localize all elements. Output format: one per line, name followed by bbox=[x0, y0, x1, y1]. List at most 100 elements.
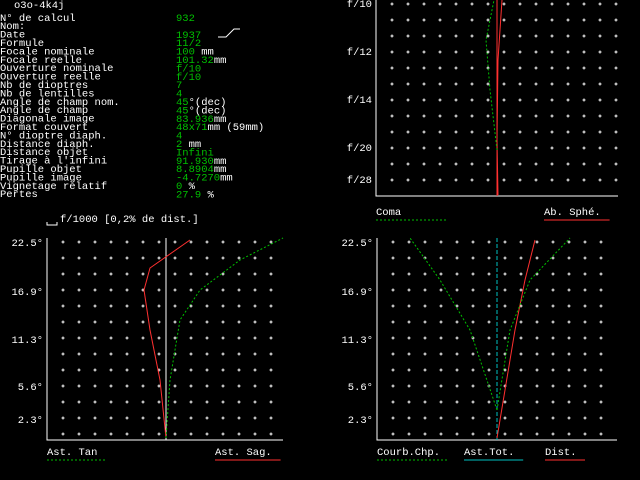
value: -4.7270 bbox=[176, 172, 220, 184]
grid-plus bbox=[390, 50, 394, 54]
unit: mm bbox=[214, 55, 227, 67]
window-title: o3o-4k4j bbox=[14, 0, 64, 12]
grid-plus bbox=[157, 400, 161, 404]
grid-plus bbox=[487, 352, 491, 356]
param-value: 932 bbox=[176, 13, 195, 25]
grid-plus bbox=[519, 352, 523, 356]
grid-plus bbox=[438, 2, 442, 6]
param-label: Focale reelle bbox=[0, 55, 82, 67]
value: 2 bbox=[176, 139, 182, 151]
grid-plus bbox=[518, 2, 522, 6]
grid-plus bbox=[189, 240, 193, 244]
grid-plus bbox=[519, 272, 523, 276]
grid-plus bbox=[534, 66, 538, 70]
grid-plus bbox=[221, 384, 225, 388]
plot-frame bbox=[375, 0, 618, 197]
grid-plus bbox=[439, 432, 443, 436]
grid-plus bbox=[189, 320, 193, 324]
grid-plus bbox=[125, 400, 129, 404]
param-label: Distance objet bbox=[0, 147, 88, 159]
grid-plus bbox=[125, 416, 129, 420]
grid-plus bbox=[390, 114, 394, 118]
value: 48x71 bbox=[176, 122, 208, 134]
grid-plus bbox=[455, 400, 459, 404]
grid-plus bbox=[487, 240, 491, 244]
grid-plus bbox=[77, 288, 81, 292]
grid-plus bbox=[582, 66, 586, 70]
grid-plus bbox=[551, 320, 555, 324]
grid-plus bbox=[237, 432, 241, 436]
unit: % bbox=[201, 189, 214, 201]
grid-plus bbox=[535, 400, 539, 404]
param-value: 83.936mm bbox=[176, 114, 226, 126]
grid-plus bbox=[438, 178, 442, 182]
grid-plus bbox=[487, 256, 491, 260]
grid-plus bbox=[583, 336, 587, 340]
plot-frame bbox=[46, 238, 283, 441]
grid-plus bbox=[221, 352, 225, 356]
spherical-curve bbox=[496, 0, 503, 196]
y-label: f/12 bbox=[347, 47, 372, 59]
param-value: f/10 bbox=[176, 72, 201, 84]
grid-plus bbox=[486, 2, 490, 6]
grid-plus bbox=[566, 146, 570, 150]
plot-frame bbox=[376, 238, 617, 441]
grid-plus bbox=[93, 304, 97, 308]
grid-plus bbox=[61, 400, 65, 404]
grid-plus bbox=[518, 82, 522, 86]
grid-plus bbox=[422, 98, 426, 102]
grid-plus bbox=[407, 304, 411, 308]
grid-plus bbox=[487, 400, 491, 404]
grid-plus bbox=[109, 400, 113, 404]
grid-plus bbox=[567, 384, 571, 388]
field-curve bbox=[409, 237, 498, 411]
param-value: 11/2 bbox=[176, 38, 201, 50]
grid-plus bbox=[237, 416, 241, 420]
grid-plus bbox=[406, 18, 410, 22]
grid-plus bbox=[471, 336, 475, 340]
grid-plus bbox=[503, 416, 507, 420]
grid-plus bbox=[518, 18, 522, 22]
y-label: 11.3° bbox=[341, 335, 373, 347]
grid-plus bbox=[470, 34, 474, 38]
grid-plus bbox=[551, 240, 555, 244]
grid-plus bbox=[205, 416, 209, 420]
y-label: f/10 bbox=[347, 0, 372, 11]
grid-plus bbox=[391, 320, 395, 324]
legend-label: Ast. Tan bbox=[47, 447, 97, 459]
unit: mm bbox=[182, 139, 201, 151]
grid-plus bbox=[614, 130, 618, 134]
grid-plus bbox=[598, 50, 602, 54]
param-label: Nb de dioptres bbox=[0, 80, 88, 92]
grid-plus bbox=[454, 114, 458, 118]
tan-curve bbox=[165, 237, 284, 439]
grid-plus bbox=[109, 384, 113, 388]
grid-plus bbox=[390, 130, 394, 134]
grid-plus bbox=[438, 66, 442, 70]
grid-plus bbox=[551, 416, 555, 420]
grid-plus bbox=[237, 352, 241, 356]
grid-plus bbox=[550, 98, 554, 102]
grid-plus bbox=[566, 130, 570, 134]
grid-plus bbox=[471, 432, 475, 436]
unit: % bbox=[182, 181, 195, 193]
param-label: Nb de lentilles bbox=[0, 88, 95, 100]
grid-plus bbox=[471, 320, 475, 324]
grid-plus bbox=[253, 256, 257, 260]
grid-plus bbox=[567, 272, 571, 276]
value: 45 bbox=[176, 105, 189, 117]
grid-plus bbox=[173, 256, 177, 260]
grid-plus bbox=[486, 162, 490, 166]
grid-plus bbox=[567, 256, 571, 260]
grid-plus bbox=[471, 400, 475, 404]
grid-plus bbox=[519, 368, 523, 372]
sag-curve bbox=[143, 239, 191, 439]
grid-plus bbox=[93, 336, 97, 340]
grid-plus bbox=[599, 352, 603, 356]
grid-plus bbox=[614, 82, 618, 86]
grid-plus bbox=[93, 256, 97, 260]
grid-plus bbox=[189, 400, 193, 404]
grid-plus bbox=[566, 18, 570, 22]
param-label: Distance diaph. bbox=[0, 139, 95, 151]
grid-plus bbox=[141, 256, 145, 260]
